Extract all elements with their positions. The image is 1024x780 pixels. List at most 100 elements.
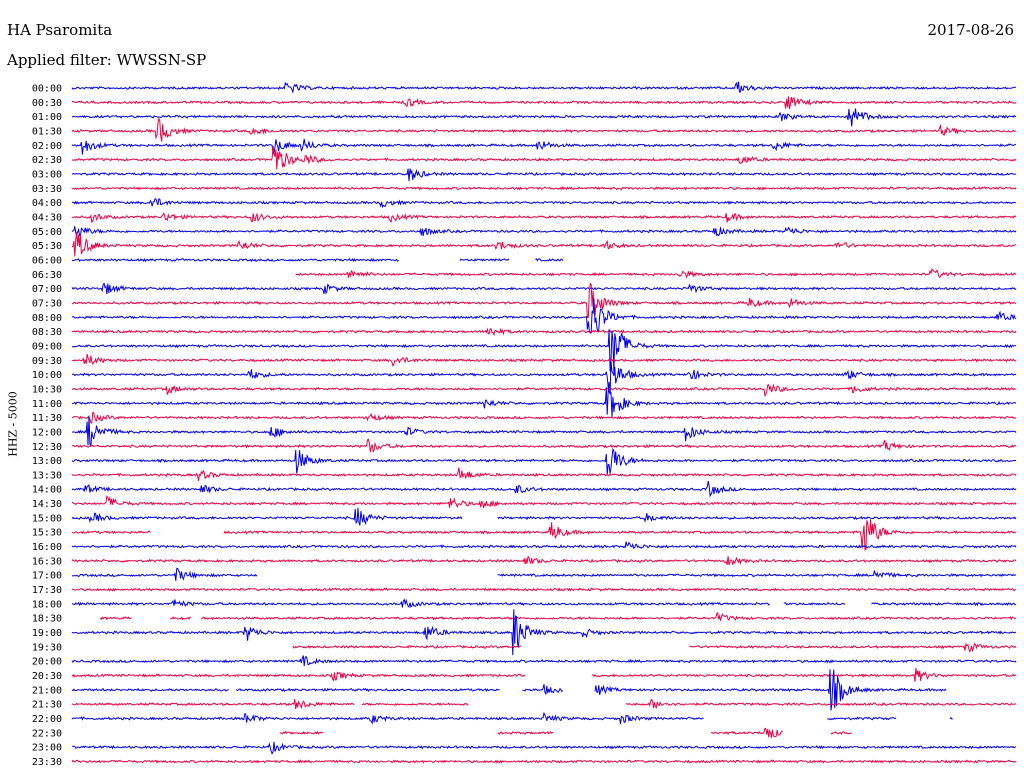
time-label: 08:30 <box>32 327 62 338</box>
time-label: 23:00 <box>32 743 62 754</box>
time-label: 00:00 <box>32 84 62 95</box>
time-label: 05:30 <box>32 241 62 252</box>
trace-row <box>71 138 1017 156</box>
time-label: 11:00 <box>32 399 62 410</box>
time-labels: 00:00 00:30 01:00 01:30 02:00 02:30 03:00 03:30… <box>32 84 62 769</box>
trace-row <box>99 611 1016 621</box>
trace-row <box>71 609 1017 656</box>
time-label: 01:30 <box>32 126 62 137</box>
date-label: 2017-08-26 <box>927 21 1014 39</box>
time-label: 06:00 <box>32 255 62 266</box>
trace-row <box>292 642 1017 653</box>
seismic-traces <box>71 81 1017 764</box>
trace-row <box>71 415 1017 447</box>
time-label: 02:30 <box>32 155 62 166</box>
station-title: HA Psaromita <box>7 21 113 39</box>
trace-row <box>71 212 1017 224</box>
time-label: 14:30 <box>32 499 62 510</box>
trace-row <box>71 382 1017 418</box>
trace-row <box>72 669 1016 710</box>
time-label: 07:30 <box>32 298 62 309</box>
trace-row <box>71 481 1017 498</box>
time-label: 16:30 <box>32 556 62 567</box>
trace-row <box>71 231 1017 257</box>
trace-row <box>295 268 1017 279</box>
time-label: 22:30 <box>32 728 62 739</box>
time-label: 19:00 <box>32 628 62 639</box>
time-label: 15:30 <box>32 528 62 539</box>
time-label: 20:00 <box>32 657 62 668</box>
trace-row <box>71 759 1017 764</box>
trace-row <box>71 383 1017 397</box>
trace-row <box>71 655 1017 667</box>
trace-row <box>71 667 1017 682</box>
time-label: 12:00 <box>32 427 62 438</box>
time-label: 22:00 <box>32 714 62 725</box>
time-label: 10:00 <box>32 370 62 381</box>
trace-row <box>71 146 1017 170</box>
time-label: 17:00 <box>32 571 62 582</box>
time-label: 00:30 <box>32 98 62 109</box>
time-label: 06:30 <box>32 270 62 281</box>
trace-row <box>71 282 1017 295</box>
time-label: 03:00 <box>32 169 62 180</box>
time-label: 13:00 <box>32 456 62 467</box>
time-label: 08:00 <box>32 313 62 324</box>
trace-row <box>71 81 1017 94</box>
trace-row <box>71 108 1017 127</box>
trace-row <box>71 519 1017 551</box>
time-label: 19:30 <box>32 642 62 653</box>
time-label: 12:30 <box>32 442 62 453</box>
trace-row <box>71 327 1017 337</box>
trace-row <box>71 438 1017 453</box>
time-label: 09:30 <box>32 356 62 367</box>
trace-row <box>71 353 1017 368</box>
trace-row <box>71 118 1017 142</box>
time-label: 21:30 <box>32 700 62 711</box>
time-label: 23:30 <box>32 757 62 768</box>
time-label: 02:00 <box>32 141 62 152</box>
time-label: 15:00 <box>32 513 62 524</box>
time-label: 18:30 <box>32 614 62 625</box>
trace-row <box>71 411 1017 424</box>
trace-row <box>71 567 1016 581</box>
time-label: 11:30 <box>32 413 62 424</box>
time-label: 14:00 <box>32 485 62 496</box>
trace-row <box>71 698 1017 710</box>
time-label: 17:30 <box>32 585 62 596</box>
trace-row <box>71 226 1017 237</box>
trace-row <box>71 361 1017 396</box>
trace-row <box>71 447 1017 475</box>
trace-row <box>71 298 1017 334</box>
trace-row <box>71 185 1017 191</box>
trace-row <box>72 741 1017 755</box>
trace-row <box>71 467 1017 481</box>
trace-row <box>280 728 1016 738</box>
trace-row <box>71 198 1017 209</box>
time-label: 16:00 <box>32 542 62 553</box>
time-label: 04:00 <box>32 198 62 209</box>
trace-row <box>71 329 1017 373</box>
trace-row <box>71 495 1017 508</box>
trace-row <box>71 168 1017 182</box>
time-label: 10:30 <box>32 384 62 395</box>
time-label: 13:30 <box>32 470 62 481</box>
trace-row <box>71 556 1017 566</box>
time-label: 05:00 <box>32 227 62 238</box>
trace-row <box>71 598 1017 608</box>
trace-row <box>71 507 1017 526</box>
trace-row <box>72 713 1016 724</box>
trace-row <box>71 587 1016 592</box>
time-label: 07:00 <box>32 284 62 295</box>
time-label: 20:30 <box>32 671 62 682</box>
time-label: 18:00 <box>32 599 62 610</box>
trace-row <box>71 282 1017 319</box>
time-label: 09:00 <box>32 341 62 352</box>
trace-row <box>71 541 1017 550</box>
trace-row <box>71 96 1017 110</box>
filter-label: Applied filter: WWSSN-SP <box>7 51 207 69</box>
time-label: 04:30 <box>32 212 62 223</box>
trace-row <box>72 259 1016 261</box>
time-label: 21:00 <box>32 685 62 696</box>
